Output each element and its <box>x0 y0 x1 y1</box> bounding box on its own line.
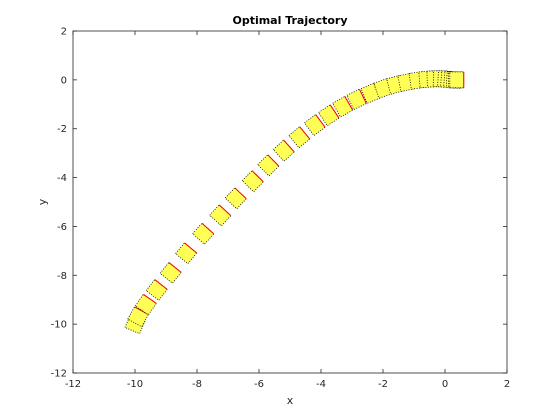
trajectory-box <box>224 187 247 210</box>
trajectory-box <box>134 293 157 316</box>
heading-edge <box>267 154 280 167</box>
x-tick-label: 2 <box>504 379 510 390</box>
trajectory-box <box>288 126 311 149</box>
x-tick-label: -10 <box>127 379 143 390</box>
heading-edge <box>329 104 340 119</box>
trajectory-point <box>134 293 157 316</box>
x-axis-label: x <box>287 394 294 407</box>
trajectory-markers <box>124 70 465 335</box>
trajectory-point <box>175 242 198 265</box>
trajectory-point <box>145 278 168 301</box>
heading-edge <box>234 187 247 200</box>
y-tick-label: -2 <box>57 124 67 135</box>
heading-edge <box>344 96 354 111</box>
trajectory-box <box>209 204 232 227</box>
x-tick-label: -12 <box>65 379 81 390</box>
y-tick-label: -4 <box>57 173 67 184</box>
trajectory-point <box>192 222 215 245</box>
x-axis: -12 -10 -8 -6 -4 -2 0 2 <box>65 31 510 390</box>
heading-edge <box>134 306 149 316</box>
trajectory-box <box>145 278 168 301</box>
trajectory-point <box>346 88 367 111</box>
trajectory-box <box>241 170 264 193</box>
trajectory-box <box>257 154 280 177</box>
x-tick-label: -4 <box>316 379 326 390</box>
y-tick-label: -12 <box>51 369 67 380</box>
trajectory-point <box>332 95 354 118</box>
heading-edge <box>168 262 182 273</box>
trajectory-box <box>373 78 393 99</box>
heading-edge <box>251 170 264 183</box>
plot-area-frame <box>72 30 508 374</box>
heading-edge <box>283 139 295 153</box>
chart-title: Optimal Trajectory <box>232 14 347 27</box>
trajectory-point <box>272 139 295 162</box>
heading-edge <box>184 242 198 254</box>
heading-edge <box>359 89 367 104</box>
heading-edge <box>315 114 326 128</box>
trajectory-box <box>303 113 326 137</box>
trajectory-point <box>209 204 232 227</box>
x-tick-label: -6 <box>254 379 264 390</box>
trajectory-box <box>272 139 295 162</box>
trajectory-box <box>192 222 215 245</box>
heading-edge <box>299 126 311 140</box>
trajectory-point <box>318 104 340 127</box>
trajectory-point <box>303 113 326 137</box>
trajectory-box <box>175 242 198 265</box>
y-tick-label: -6 <box>57 222 67 233</box>
trajectory-box <box>159 261 182 284</box>
trajectory-point <box>127 306 149 328</box>
heading-edge <box>154 279 168 290</box>
trajectory-point <box>241 170 264 193</box>
y-tick-label: 0 <box>61 75 67 86</box>
heading-edge <box>201 222 215 235</box>
heading-edge <box>218 204 232 217</box>
trajectory-point <box>257 154 280 177</box>
x-tick-label: -2 <box>378 379 388 390</box>
trajectory-box <box>318 104 340 127</box>
trajectory-point <box>159 261 182 284</box>
trajectory-point <box>288 126 311 149</box>
trajectory-point <box>224 187 247 210</box>
y-tick-label: -8 <box>57 271 67 282</box>
y-axis: -12 -10 -8 -6 -4 -2 0 2 <box>51 27 507 380</box>
trajectory-point <box>449 71 465 89</box>
trajectory-box <box>360 82 381 104</box>
y-tick-label: 2 <box>61 27 67 38</box>
y-axis-label: y <box>36 198 49 205</box>
x-tick-label: -8 <box>192 379 202 390</box>
trajectory-box <box>449 71 465 89</box>
heading-edge <box>143 293 157 304</box>
y-tick-label: -10 <box>51 320 67 331</box>
x-tick-label: 0 <box>442 379 448 390</box>
